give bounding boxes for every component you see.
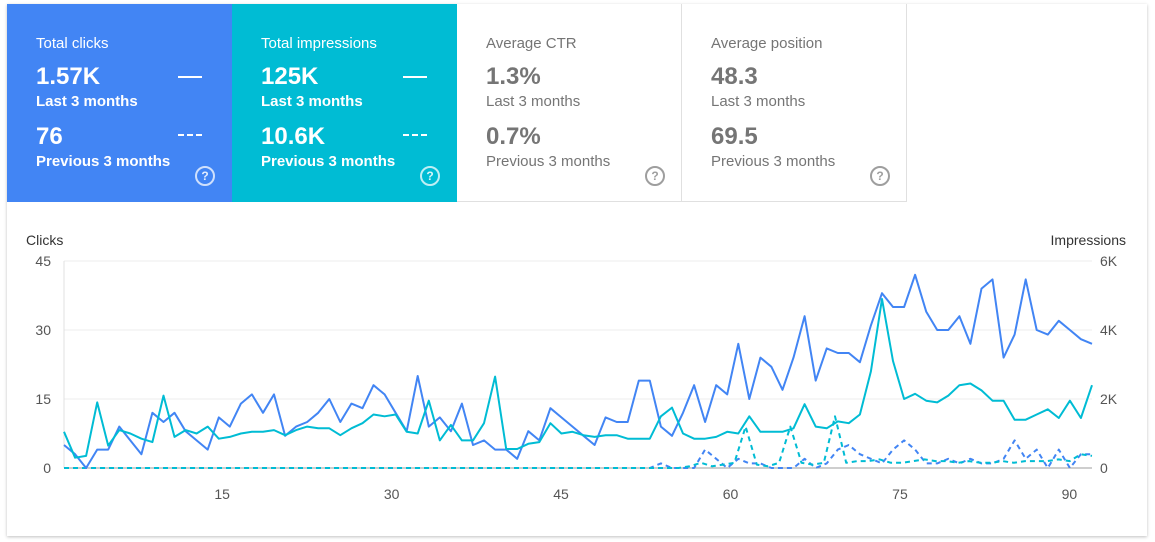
performance-chart: Clicks Impressions 0 15 30 45 0 2K 4K 6K 15 30 4… bbox=[26, 232, 1126, 502]
help-icon[interactable]: ? bbox=[870, 166, 890, 186]
series-line-impressions-previous bbox=[64, 415, 1093, 469]
metric-tiles: Total clicks 1.57K Last 3 months 76 Prev… bbox=[7, 4, 907, 202]
x-axis-ticks: 15 30 45 60 75 90 bbox=[214, 486, 1077, 502]
y-axis-right-ticks: 0 2K 4K 6K bbox=[1100, 253, 1118, 476]
tile-average-position[interactable]: Average position 48.3 Last 3 months 69.5… bbox=[682, 4, 907, 202]
y-right-tick-label: 2K bbox=[1100, 391, 1118, 407]
series-lines bbox=[63, 273, 1093, 469]
tile-previous-value: 76 bbox=[36, 123, 63, 150]
tile-current-period: Last 3 months bbox=[261, 93, 363, 110]
y-axis-left-ticks: 0 15 30 45 bbox=[35, 253, 51, 476]
y-left-tick-label: 0 bbox=[43, 460, 51, 476]
tile-current-value: 125K bbox=[261, 63, 319, 90]
tile-current-value: 48.3 bbox=[711, 63, 758, 90]
tile-current-period: Last 3 months bbox=[711, 93, 806, 110]
tile-name: Total impressions bbox=[261, 35, 377, 52]
tile-name: Average CTR bbox=[486, 35, 577, 52]
y-axis-right-label: Impressions bbox=[1051, 232, 1126, 248]
x-tick-label: 30 bbox=[384, 486, 400, 502]
tile-previous-value: 0.7% bbox=[486, 123, 541, 150]
help-icon[interactable]: ? bbox=[195, 166, 215, 186]
help-icon[interactable]: ? bbox=[420, 166, 440, 186]
x-tick-label: 75 bbox=[892, 486, 908, 502]
y-right-tick-label: 0 bbox=[1100, 460, 1108, 476]
y-right-tick-label: 6K bbox=[1100, 253, 1118, 269]
solid-line-legend-icon bbox=[403, 76, 427, 78]
y-right-tick-label: 4K bbox=[1100, 322, 1118, 338]
tile-previous-period: Previous 3 months bbox=[486, 153, 611, 170]
y-left-tick-label: 30 bbox=[35, 322, 51, 338]
y-axis-left-label: Clicks bbox=[26, 232, 63, 248]
tile-total-clicks[interactable]: Total clicks 1.57K Last 3 months 76 Prev… bbox=[7, 4, 232, 202]
tile-name: Total clicks bbox=[36, 35, 109, 52]
x-tick-label: 15 bbox=[214, 486, 230, 502]
series-line-clicks-current bbox=[63, 273, 1093, 469]
tile-current-value: 1.3% bbox=[486, 63, 541, 90]
y-left-tick-label: 15 bbox=[35, 391, 51, 407]
tile-previous-value: 10.6K bbox=[261, 123, 326, 150]
x-tick-label: 45 bbox=[553, 486, 569, 502]
dashed-line-legend-icon bbox=[403, 134, 427, 136]
solid-line-legend-icon bbox=[178, 76, 202, 78]
series-line-impressions-current bbox=[63, 298, 1093, 459]
tile-current-period: Last 3 months bbox=[36, 93, 138, 110]
dashed-line-legend-icon bbox=[178, 134, 202, 136]
x-tick-label: 60 bbox=[723, 486, 739, 502]
performance-card: Total clicks 1.57K Last 3 months 76 Prev… bbox=[7, 4, 1147, 536]
tile-previous-period: Previous 3 months bbox=[36, 153, 171, 170]
tile-total-impressions[interactable]: Total impressions 125K Last 3 months 10.… bbox=[232, 4, 457, 202]
help-icon[interactable]: ? bbox=[645, 166, 665, 186]
tile-current-value: 1.57K bbox=[36, 63, 101, 90]
y-left-tick-label: 45 bbox=[35, 253, 51, 269]
tile-previous-period: Previous 3 months bbox=[711, 153, 836, 170]
tile-previous-value: 69.5 bbox=[711, 123, 758, 150]
series-line-clicks-previous bbox=[64, 439, 1092, 469]
tile-name: Average position bbox=[711, 35, 823, 52]
x-tick-label: 90 bbox=[1062, 486, 1078, 502]
tile-current-period: Last 3 months bbox=[486, 93, 581, 110]
tile-previous-period: Previous 3 months bbox=[261, 153, 396, 170]
tile-average-ctr[interactable]: Average CTR 1.3% Last 3 months 0.7% Prev… bbox=[457, 4, 682, 202]
